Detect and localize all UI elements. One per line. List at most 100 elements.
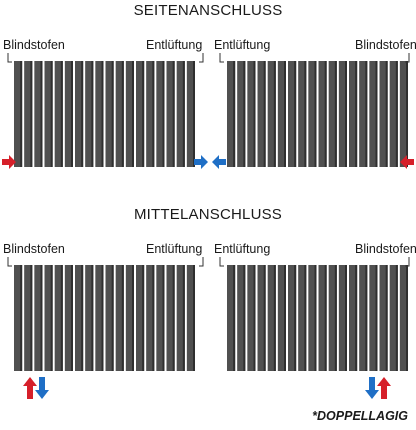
radiator-column-shade — [81, 265, 84, 371]
radiator-column — [115, 61, 124, 167]
radiator-column — [14, 61, 23, 167]
radiator-column-shade — [81, 61, 84, 167]
label-blindstofen: Blindstofen — [355, 242, 416, 256]
radiator-column-shade — [40, 61, 43, 167]
radiator-column-shade — [243, 265, 246, 371]
radiator-column — [166, 265, 175, 371]
radiator-column — [237, 61, 246, 167]
label-entlueftung: Entlüftung — [146, 242, 203, 256]
radiator-column — [44, 265, 53, 371]
leader-line — [405, 53, 410, 63]
radiator-column — [349, 61, 358, 167]
radiator-column — [54, 61, 63, 167]
radiator-column — [75, 61, 84, 167]
radiator-column — [105, 61, 114, 167]
label-entlueftung: Entlüftung — [214, 242, 271, 256]
radiator-column — [95, 61, 104, 167]
radiator-column — [359, 265, 368, 371]
title-seitenanschluss: SEITENANSCHLUSS — [133, 2, 283, 19]
radiator-column-shade — [375, 61, 378, 167]
radiator-column — [85, 265, 94, 371]
radiator-column-shade — [263, 265, 266, 371]
radiator-column-shade — [355, 265, 358, 371]
radiator-column-shade — [314, 61, 317, 167]
radiator-column — [166, 61, 175, 167]
leader-line — [219, 257, 224, 267]
radiator-column-shade — [334, 61, 337, 167]
label-entlueftung: Entlüftung — [146, 38, 203, 52]
radiator-column — [125, 265, 134, 371]
radiator-column — [75, 265, 84, 371]
radiator-column-shade — [91, 61, 94, 167]
radiator-column-shade — [233, 265, 236, 371]
radiator-column-shade — [172, 61, 175, 167]
radiator-column — [176, 61, 185, 167]
radiator-column-shade — [294, 265, 297, 371]
radiator-column-shade — [375, 265, 378, 371]
radiator-column-shade — [152, 265, 155, 371]
leader-line — [7, 257, 12, 267]
radiator-column — [24, 61, 33, 167]
radiator-column-shade — [132, 265, 134, 371]
footnote-doppellagig: *DOPPELLAGIG — [312, 409, 408, 423]
radiator-column-shade — [60, 61, 63, 167]
radiator-column-shade — [243, 61, 246, 167]
radiator-column — [369, 61, 378, 167]
radiator-column — [227, 265, 236, 371]
radiator-column — [389, 61, 398, 167]
radiator-column-shade — [40, 265, 43, 371]
radiator-column-shade — [304, 61, 307, 167]
radiator-column — [389, 265, 398, 371]
label-blindstofen: Blindstofen — [3, 38, 65, 52]
radiator-column — [379, 61, 388, 167]
radiator-column — [369, 265, 378, 371]
radiator-column — [64, 265, 73, 371]
radiator-column-shade — [142, 265, 145, 371]
radiator-column-shade — [193, 265, 195, 371]
radiator-column-shade — [355, 61, 358, 167]
radiator-center-right — [227, 265, 408, 371]
radiator-column — [64, 61, 73, 167]
radiator-side-left — [14, 61, 195, 167]
radiator-column — [44, 61, 53, 167]
radiator-column — [156, 265, 165, 371]
radiator-column-shade — [365, 265, 368, 371]
radiator-column-shade — [142, 61, 145, 167]
radiator-column-shade — [71, 265, 73, 371]
radiator-column — [308, 61, 317, 167]
radiator-column — [399, 265, 408, 371]
radiator-column-shade — [284, 61, 286, 167]
radiator-column-shade — [294, 61, 297, 167]
radiator-column-shade — [20, 265, 23, 371]
radiator-column — [298, 265, 307, 371]
radiator-column — [247, 61, 256, 167]
label-blindstofen: Blindstofen — [355, 38, 416, 52]
radiator-column-shade — [395, 61, 398, 167]
radiator-column-shade — [182, 61, 185, 167]
radiator-column-shade — [314, 265, 317, 371]
radiator-column — [277, 265, 286, 371]
radiator-column — [298, 61, 307, 167]
radiator-column-shade — [273, 61, 276, 167]
radiator-column-shade — [304, 265, 307, 371]
radiator-column — [237, 265, 246, 371]
radiator-column — [105, 265, 114, 371]
radiator-column — [257, 61, 266, 167]
radiator-column — [257, 265, 266, 371]
radiator-column-shade — [263, 61, 266, 167]
radiator-column-shade — [182, 265, 185, 371]
radiator-column-shade — [101, 61, 104, 167]
label-entlueftung: Entlüftung — [214, 38, 271, 52]
radiator-column-shade — [324, 61, 327, 167]
supply-arrow-up — [23, 377, 37, 399]
radiator-column-shade — [365, 61, 368, 167]
radiator-column — [328, 61, 337, 167]
radiator-column — [146, 265, 155, 371]
radiator-column — [176, 265, 185, 371]
radiator-column — [54, 265, 63, 371]
leader-line — [199, 257, 204, 267]
return-arrow-right — [194, 155, 208, 169]
radiator-column — [125, 61, 134, 167]
radiator-column-shade — [50, 61, 53, 167]
radiator-column-shade — [121, 265, 124, 371]
